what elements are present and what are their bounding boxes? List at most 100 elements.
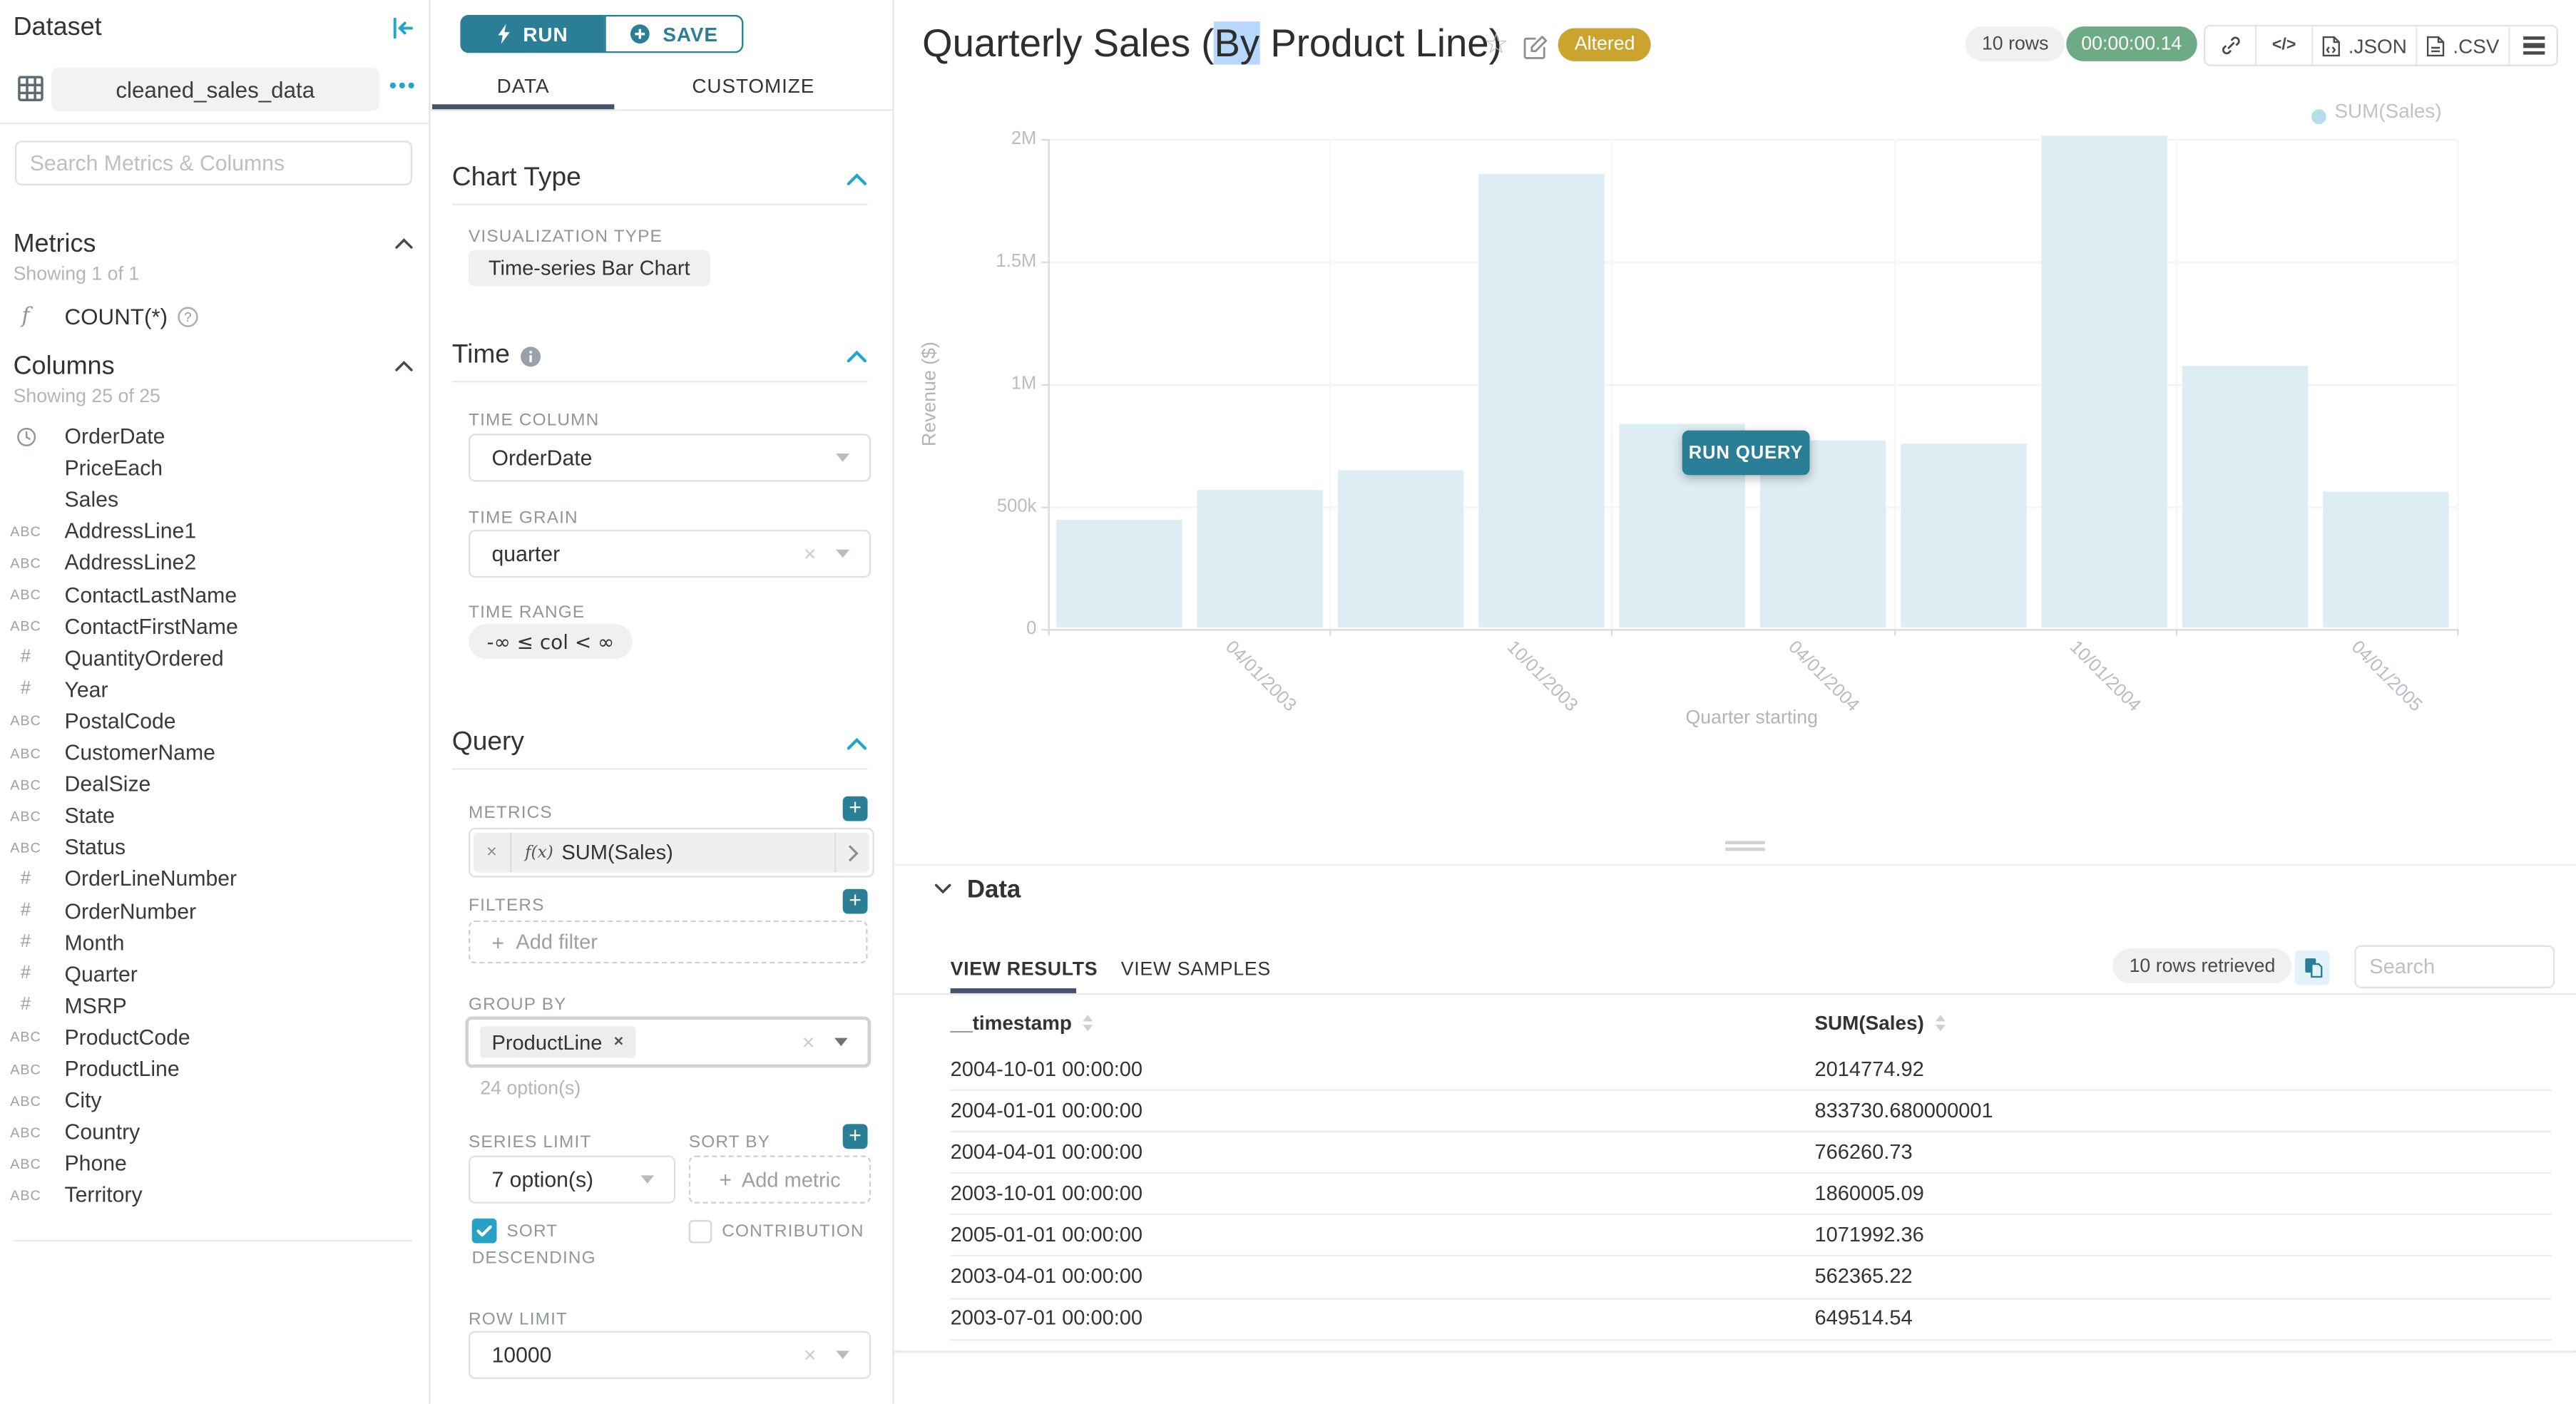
dataset-options-icon[interactable]: •••	[389, 73, 417, 98]
column-item-Phone[interactable]: ABC Phone	[10, 1151, 127, 1177]
bar-2003-10-01	[1478, 173, 1605, 629]
column-item-Country[interactable]: ABC Country	[10, 1119, 140, 1144]
run-button[interactable]: RUN	[460, 14, 605, 53]
tab-data[interactable]: DATA	[496, 74, 550, 98]
embed-code-button[interactable]: </>	[2256, 26, 2314, 65]
chart-title[interactable]: Quarterly Sales (By Product Line)	[922, 21, 1502, 65]
dataset-selector[interactable]: cleaned_sales_data	[51, 68, 379, 111]
column-item-Year[interactable]: # Year	[20, 677, 108, 702]
sort-descending-checkbox[interactable]	[471, 1218, 497, 1244]
edit-title-icon[interactable]	[1523, 35, 1548, 60]
abc-icon: ABC	[10, 1028, 41, 1045]
metric-container: × f(x) SUM(Sales)	[469, 827, 874, 878]
copy-link-button[interactable]	[2205, 26, 2257, 65]
groupby-select[interactable]: ProductLine × ×	[465, 1016, 872, 1068]
column-header-sum-sales[interactable]: SUM(Sales)	[1814, 1011, 1946, 1035]
export-csv-button[interactable]: .CSV	[2418, 26, 2510, 65]
save-button[interactable]: SAVE	[604, 14, 744, 53]
data-section-chevron-icon[interactable]	[934, 882, 952, 896]
time-column-select[interactable]: OrderDate	[469, 434, 872, 482]
series-limit-select[interactable]: 7 option(s)	[469, 1155, 676, 1204]
clear-icon[interactable]: ×	[803, 1341, 817, 1367]
column-item-City[interactable]: ABC City	[10, 1087, 102, 1113]
copy-results-button[interactable]	[2294, 950, 2330, 985]
y-axis-line	[1048, 139, 1050, 629]
sortby-dropzone[interactable]: + Add metric	[688, 1155, 872, 1204]
remove-metric-icon[interactable]: ×	[474, 832, 512, 873]
favorite-star-icon[interactable]: ☆	[1483, 28, 1509, 61]
tab-view-results[interactable]: VIEW RESULTS	[950, 960, 1098, 980]
metrics-collapse-icon[interactable]	[394, 237, 414, 250]
search-metrics-columns-input[interactable]	[14, 140, 413, 186]
hash-icon: #	[20, 647, 31, 668]
tab-view-samples[interactable]: VIEW SAMPLES	[1120, 960, 1271, 980]
bar-2003-04-01	[1196, 491, 1323, 629]
column-item-Sales[interactable]: Sales	[64, 487, 119, 512]
groupby-options-hint: 24 option(s)	[480, 1079, 581, 1100]
column-item-CustomerName[interactable]: ABC CustomerName	[10, 739, 215, 765]
legend-item-sum-sales[interactable]: SUM(Sales)	[2334, 99, 2442, 123]
viz-type-value[interactable]: Time-series Bar Chart	[469, 250, 710, 287]
chart-menu-button[interactable]	[2510, 26, 2557, 64]
collapse-sidebar-icon[interactable]	[389, 15, 416, 41]
column-item-Quarter[interactable]: # Quarter	[20, 961, 138, 987]
time-grain-select[interactable]: quarter ×	[469, 529, 872, 578]
groupby-chip[interactable]: ProductLine ×	[480, 1026, 635, 1058]
add-metric-button[interactable]: +	[842, 796, 868, 821]
add-sortby-button[interactable]: +	[842, 1123, 868, 1149]
y-tick-label: 0	[1026, 618, 1037, 638]
row-limit-select[interactable]: 10000 ×	[469, 1331, 872, 1379]
results-search-input[interactable]	[2354, 945, 2555, 988]
x-axis-label: 04/01/2005	[2347, 637, 2427, 716]
column-item-Status[interactable]: ABC Status	[10, 834, 126, 860]
column-item-ContactLastName[interactable]: ABC ContactLastName	[10, 582, 237, 607]
control-panel: RUN SAVE DATA CUSTOMIZE Chart Type VISUA…	[430, 0, 894, 1404]
remove-groupby-icon[interactable]: ×	[613, 1032, 624, 1052]
column-item-ContactFirstName[interactable]: ABC ContactFirstName	[10, 613, 238, 639]
column-item-ProductLine[interactable]: ABC ProductLine	[10, 1056, 180, 1082]
time-section-title: Time	[451, 341, 510, 369]
column-item-State[interactable]: ABC State	[10, 803, 116, 829]
abc-icon: ABC	[10, 775, 41, 793]
panel-resize-handle[interactable]	[1725, 841, 1765, 851]
column-item-ProductCode[interactable]: ABC ProductCode	[10, 1024, 190, 1050]
y-tick	[1041, 506, 1048, 508]
fx-icon: f(x)	[524, 843, 553, 862]
column-item-AddressLine1[interactable]: ABC AddressLine1	[10, 518, 197, 544]
row-limit-label: ROW LIMIT	[469, 1309, 568, 1330]
column-item-PriceEach[interactable]: PriceEach	[64, 455, 163, 481]
chart-type-collapse-icon[interactable]	[846, 172, 867, 187]
column-item-Territory[interactable]: ABC Territory	[10, 1182, 143, 1208]
expand-metric-icon[interactable]	[834, 832, 869, 873]
tab-customize[interactable]: CUSTOMIZE	[692, 74, 815, 98]
y-tick-label: 500k	[996, 496, 1037, 516]
column-item-OrderDate[interactable]: OrderDate	[0, 421, 429, 452]
add-filter-dropzone[interactable]: + Add filter	[469, 920, 868, 964]
export-json-button[interactable]: .JSON	[2313, 26, 2418, 65]
column-item-PostalCode[interactable]: ABC PostalCode	[10, 708, 176, 734]
metric-chip[interactable]: × f(x) SUM(Sales)	[473, 832, 869, 873]
altered-badge[interactable]: Altered	[1558, 28, 1652, 61]
columns-collapse-icon[interactable]	[394, 359, 414, 373]
column-item-Month[interactable]: # Month	[20, 929, 125, 955]
series-limit-label: SERIES LIMIT	[469, 1132, 592, 1152]
query-collapse-icon[interactable]	[846, 737, 867, 752]
column-header-timestamp[interactable]: __timestamp	[951, 1011, 1094, 1035]
contribution-checkbox[interactable]	[688, 1220, 712, 1244]
clear-icon[interactable]: ×	[802, 1028, 815, 1054]
time-collapse-icon[interactable]	[846, 349, 867, 364]
cell-sum-sales: 766260.73	[1814, 1139, 1913, 1164]
time-range-value[interactable]: -∞ ≤ col < ∞	[469, 624, 633, 659]
column-item-MSRP[interactable]: # MSRP	[20, 993, 127, 1018]
column-item-QuantityOrdered[interactable]: # QuantityOrdered	[20, 645, 224, 670]
column-item-AddressLine2[interactable]: ABC AddressLine2	[10, 550, 197, 575]
column-item-OrderLineNumber[interactable]: # OrderLineNumber	[20, 866, 237, 892]
run-query-overlay-button[interactable]: RUN QUERY	[1682, 430, 1810, 476]
add-filter-button[interactable]: +	[842, 888, 868, 914]
abc-icon: ABC	[10, 1187, 41, 1204]
cell-sum-sales: 562365.22	[1814, 1264, 1913, 1288]
clear-icon[interactable]: ×	[803, 540, 817, 565]
column-item-DealSize[interactable]: ABC DealSize	[10, 772, 151, 797]
column-item-OrderNumber[interactable]: # OrderNumber	[20, 898, 197, 923]
metric-item-count[interactable]: f COUNT(*) ?	[0, 299, 429, 332]
